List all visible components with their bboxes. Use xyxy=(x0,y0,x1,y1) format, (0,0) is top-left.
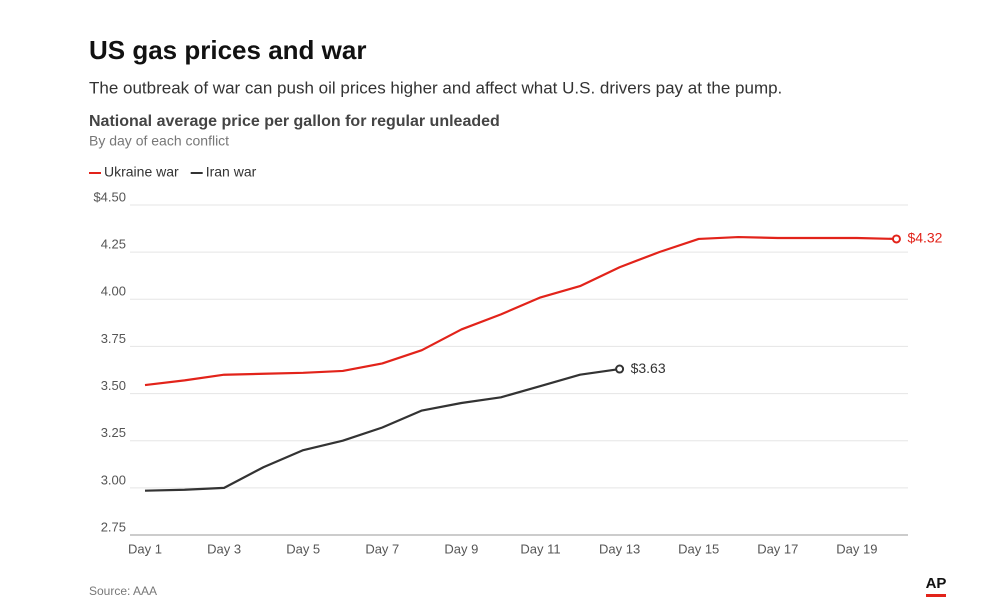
end-marker xyxy=(891,234,901,244)
line xyxy=(144,235,897,387)
y-tick-label: 4.25 xyxy=(101,237,126,252)
y-tick-label: 4.00 xyxy=(101,284,126,299)
source: Source: AAA xyxy=(89,584,157,598)
x-tick-label: Day 11 xyxy=(520,541,560,556)
x-tick-label: Day 15 xyxy=(678,541,719,556)
y-tick-label: 3.50 xyxy=(101,378,126,393)
logo-underline xyxy=(926,594,946,597)
subtitle: The outbreak of war can push oil prices … xyxy=(89,78,782,97)
y-tick-label: 3.75 xyxy=(101,331,126,346)
logo: AP xyxy=(926,575,947,592)
x-tick-label: Day 3 xyxy=(207,541,241,556)
value-label: $4.32 xyxy=(907,230,942,246)
y-tick-label: 3.25 xyxy=(101,425,126,440)
legend-label: Ukraine war xyxy=(104,164,179,180)
y-tick-label: 3.00 xyxy=(101,472,126,487)
x-tick-label: Day 17 xyxy=(757,541,798,556)
x-tick-label: Day 5 xyxy=(286,541,320,556)
value-label: $3.63 xyxy=(631,360,666,376)
x-tick-label: Day 1 xyxy=(128,541,162,556)
legend-label: Iran war xyxy=(206,164,257,180)
x-tick-label: Day 9 xyxy=(444,541,478,556)
x-tick-label: Day 19 xyxy=(836,541,877,556)
chart-title: National average price per gallon for re… xyxy=(89,113,500,130)
end-marker xyxy=(615,364,625,374)
line xyxy=(144,367,620,492)
chart-subtitle: By day of each conflict xyxy=(89,133,229,149)
title: US gas prices and war xyxy=(89,35,366,65)
x-tick-label: Day 7 xyxy=(365,541,399,556)
y-tick-label: 2.75 xyxy=(101,519,126,534)
x-tick-label: Day 13 xyxy=(599,541,640,556)
y-tick-label: $4.50 xyxy=(93,189,126,204)
